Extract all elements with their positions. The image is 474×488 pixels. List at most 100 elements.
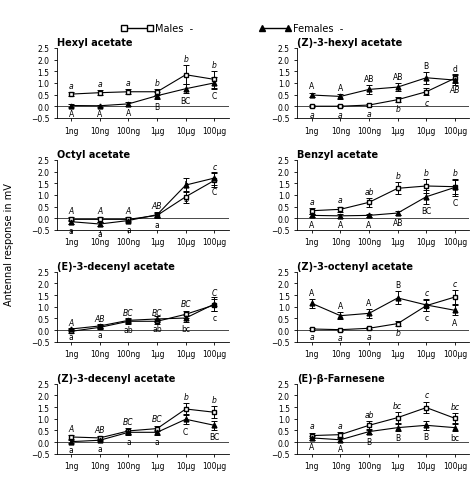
- Text: (Z)-3-decenyl acetate: (Z)-3-decenyl acetate: [57, 373, 175, 383]
- Text: Benzyl acetate: Benzyl acetate: [298, 150, 379, 160]
- Text: C: C: [212, 92, 217, 101]
- Text: a: a: [98, 330, 102, 340]
- Text: bc: bc: [450, 402, 459, 411]
- Text: Antennal response in mV: Antennal response in mV: [4, 183, 15, 305]
- Text: BC: BC: [209, 432, 219, 442]
- Text: B: B: [424, 432, 429, 441]
- Text: A: A: [452, 318, 457, 327]
- Text: a: a: [367, 332, 371, 341]
- Text: b: b: [395, 172, 400, 181]
- Text: C: C: [212, 288, 217, 297]
- Text: c: c: [424, 289, 428, 298]
- Text: c: c: [212, 163, 217, 172]
- Text: a: a: [126, 225, 131, 234]
- Text: Octyl acetate: Octyl acetate: [57, 150, 130, 160]
- Text: C: C: [452, 199, 457, 207]
- Text: c: c: [424, 390, 428, 400]
- Text: A: A: [69, 110, 74, 119]
- Text: A: A: [309, 220, 314, 229]
- Text: AB: AB: [152, 202, 163, 211]
- Text: bc: bc: [450, 434, 459, 443]
- Text: BC: BC: [123, 308, 134, 317]
- Text: A: A: [309, 442, 314, 451]
- Text: b: b: [155, 79, 160, 87]
- Text: (E)-β-Farnesene: (E)-β-Farnesene: [298, 373, 385, 383]
- Text: BC: BC: [123, 417, 134, 426]
- Text: A: A: [366, 220, 372, 229]
- Text: A: A: [338, 221, 343, 229]
- Text: b: b: [453, 169, 457, 178]
- Text: B: B: [395, 281, 400, 289]
- Text: a: a: [338, 421, 343, 429]
- Text: A: A: [69, 207, 74, 216]
- Text: AB: AB: [392, 218, 403, 227]
- Text: a: a: [338, 333, 343, 343]
- Text: ab: ab: [365, 187, 374, 196]
- Text: ab: ab: [124, 326, 133, 335]
- Text: a: a: [338, 110, 343, 120]
- Text: AB: AB: [95, 425, 105, 434]
- Text: A: A: [69, 424, 74, 433]
- Text: a: a: [98, 80, 102, 89]
- Text: BC: BC: [421, 206, 431, 216]
- Text: AB: AB: [450, 86, 460, 95]
- Text: b: b: [424, 169, 429, 178]
- Text: bc: bc: [393, 401, 402, 410]
- Text: bc: bc: [181, 324, 190, 333]
- Text: a: a: [310, 197, 314, 206]
- Text: a: a: [126, 438, 131, 447]
- Text: b: b: [395, 105, 400, 114]
- Text: AB: AB: [95, 314, 105, 324]
- Text: a: a: [367, 109, 371, 118]
- Text: C: C: [212, 187, 217, 197]
- Text: b: b: [183, 180, 188, 189]
- Text: ab: ab: [152, 325, 162, 333]
- Text: a: a: [155, 221, 159, 229]
- Text: a: a: [310, 333, 314, 342]
- Text: b: b: [183, 392, 188, 401]
- Text: BC: BC: [181, 300, 191, 309]
- Text: a: a: [98, 444, 102, 453]
- Text: a: a: [69, 81, 73, 91]
- Text: BC: BC: [152, 415, 163, 424]
- Text: A: A: [338, 301, 343, 310]
- Text: ab: ab: [365, 410, 374, 419]
- Text: B: B: [366, 437, 372, 446]
- Text: A: A: [126, 207, 131, 216]
- Text: A: A: [309, 288, 314, 297]
- Text: c: c: [453, 279, 457, 288]
- Text: A: A: [366, 298, 372, 307]
- Text: B: B: [183, 195, 188, 204]
- Text: (Z)-3-hexyl acetate: (Z)-3-hexyl acetate: [298, 38, 403, 48]
- Text: c: c: [424, 313, 428, 323]
- Text: A: A: [309, 82, 314, 91]
- Text: a: a: [126, 79, 131, 88]
- Text: B: B: [155, 102, 160, 111]
- Text: B: B: [395, 434, 400, 443]
- Text: (E)-3-decenyl acetate: (E)-3-decenyl acetate: [57, 262, 175, 271]
- Text: c: c: [424, 99, 428, 107]
- Text: AB: AB: [364, 75, 374, 84]
- Text: A: A: [69, 319, 74, 327]
- Text: a: a: [98, 229, 102, 238]
- Text: (Z)-3-octenyl acetate: (Z)-3-octenyl acetate: [298, 262, 413, 271]
- Text: a: a: [69, 445, 73, 454]
- Text: a: a: [69, 226, 73, 235]
- Text: b: b: [212, 61, 217, 70]
- Text: A: A: [338, 83, 343, 93]
- Text: a: a: [338, 196, 343, 205]
- Text: a: a: [155, 438, 159, 447]
- Text: BC: BC: [181, 97, 191, 105]
- Text: a: a: [310, 422, 314, 430]
- Text: b: b: [212, 395, 217, 404]
- Text: C: C: [183, 427, 188, 436]
- Text: Females  -: Females -: [293, 24, 344, 34]
- Text: c: c: [212, 314, 217, 323]
- Text: a: a: [310, 110, 314, 120]
- Text: Males  -: Males -: [155, 24, 193, 34]
- Text: d: d: [453, 64, 457, 74]
- Text: b: b: [395, 328, 400, 338]
- Text: A: A: [97, 206, 102, 215]
- Text: B: B: [424, 61, 429, 70]
- Text: Hexyl acetate: Hexyl acetate: [57, 38, 132, 48]
